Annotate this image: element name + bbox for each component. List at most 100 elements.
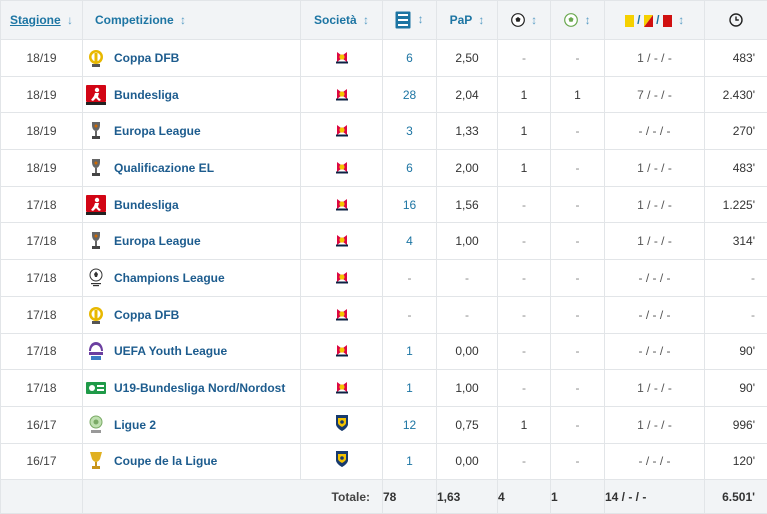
rb-leipzig-icon[interactable] <box>334 86 350 102</box>
season-cell: 16/17 <box>1 406 83 443</box>
club-cell <box>301 260 383 297</box>
sort-icon: ↕ <box>585 13 591 27</box>
club-cell <box>301 40 383 77</box>
competition-cell: Bundesliga <box>83 76 301 113</box>
europa-league-icon[interactable] <box>86 121 106 141</box>
competition-link[interactable]: Europa League <box>114 124 201 138</box>
appearances-cell[interactable]: 12 <box>383 406 437 443</box>
header-cards[interactable]: / / ↕ <box>605 1 705 40</box>
competition-link[interactable]: Coppa DFB <box>114 51 179 65</box>
rb-leipzig-icon[interactable] <box>334 122 350 138</box>
champions-league-icon[interactable] <box>86 268 106 288</box>
competition-link[interactable]: Bundesliga <box>114 88 179 102</box>
cards-cell: - / - / - <box>605 113 705 150</box>
rb-leipzig-icon[interactable] <box>334 232 350 248</box>
goals-cell: 1 <box>498 406 551 443</box>
totals-goals: 4 <box>498 480 551 514</box>
season-cell: 18/19 <box>1 76 83 113</box>
sochaux-icon[interactable] <box>334 415 350 431</box>
competition-link[interactable]: U19-Bundesliga Nord/Nordost <box>114 381 285 395</box>
header-assists[interactable]: ↕ <box>551 1 605 40</box>
minutes-cell: 483' <box>705 150 767 187</box>
assists-cell: - <box>551 406 605 443</box>
appearances-cell[interactable]: 1 <box>383 370 437 407</box>
totals-minutes: 6.501' <box>705 480 767 514</box>
appearances-cell[interactable]: 28 <box>383 76 437 113</box>
competition-link[interactable]: Coupe de la Ligue <box>114 454 217 468</box>
competition-cell: UEFA Youth League <box>83 333 301 370</box>
appearances-cell[interactable]: 1 <box>383 443 437 480</box>
header-goals[interactable]: ↕ <box>498 1 551 40</box>
rb-leipzig-icon[interactable] <box>334 306 350 322</box>
competition-cell: U19-Bundesliga Nord/Nordost <box>83 370 301 407</box>
club-cell <box>301 186 383 223</box>
assists-cell: - <box>551 296 605 333</box>
europa-league-icon[interactable] <box>86 158 106 178</box>
competition-link[interactable]: Qualificazione EL <box>114 161 214 175</box>
competition-link[interactable]: Europa League <box>114 234 201 248</box>
assists-cell: - <box>551 370 605 407</box>
appearances-cell: - <box>383 296 437 333</box>
rb-leipzig-icon[interactable] <box>334 269 350 285</box>
ppg-cell: 0,00 <box>437 443 498 480</box>
minutes-cell: 120' <box>705 443 767 480</box>
ppg-cell: 1,00 <box>437 223 498 260</box>
rb-leipzig-icon[interactable] <box>334 379 350 395</box>
cards-cell: 1 / - / - <box>605 370 705 407</box>
header-club[interactable]: Società ↕ <box>301 1 383 40</box>
cards-cell: - / - / - <box>605 296 705 333</box>
totals-row: Totale: 78 1,63 4 1 14 / - / - 6.501' <box>1 480 767 514</box>
header-ppg[interactable]: PaP ↕ <box>437 1 498 40</box>
header-minutes[interactable] <box>705 1 767 40</box>
bundesliga-icon[interactable] <box>86 85 106 105</box>
appearances-cell[interactable]: 1 <box>383 333 437 370</box>
goals-cell: - <box>498 443 551 480</box>
appearances-cell[interactable]: 6 <box>383 150 437 187</box>
club-cell <box>301 296 383 333</box>
assist-ball-icon <box>564 13 578 27</box>
competition-link[interactable]: Bundesliga <box>114 198 179 212</box>
header-season-label: Stagione <box>10 13 61 27</box>
minutes-cell: 270' <box>705 113 767 150</box>
competition-link[interactable]: Ligue 2 <box>114 418 156 432</box>
assists-cell: - <box>551 260 605 297</box>
rb-leipzig-icon[interactable] <box>334 342 350 358</box>
rb-leipzig-icon[interactable] <box>334 159 350 175</box>
club-cell <box>301 76 383 113</box>
totals-assists: 1 <box>551 480 605 514</box>
competition-link[interactable]: UEFA Youth League <box>114 344 227 358</box>
coupe-de-la-ligue-icon[interactable] <box>86 451 106 471</box>
europa-league-icon[interactable] <box>86 231 106 251</box>
header-season[interactable]: Stagione ↓ <box>1 1 83 40</box>
youth-league-icon[interactable] <box>86 341 106 361</box>
appearances-cell[interactable]: 16 <box>383 186 437 223</box>
sort-icon: ↕ <box>531 13 537 27</box>
header-competition[interactable]: Competizione ↕ <box>83 1 301 40</box>
u19-bundesliga-icon[interactable] <box>86 378 106 398</box>
club-cell <box>301 443 383 480</box>
appearances-cell[interactable]: 3 <box>383 113 437 150</box>
dfb-pokal-icon[interactable] <box>86 48 106 68</box>
goals-cell: - <box>498 40 551 77</box>
sochaux-icon[interactable] <box>334 451 350 467</box>
club-cell <box>301 223 383 260</box>
rb-leipzig-icon[interactable] <box>334 49 350 65</box>
dfb-pokal-icon[interactable] <box>86 305 106 325</box>
competition-link[interactable]: Coppa DFB <box>114 308 179 322</box>
header-appearances[interactable]: ↕ <box>383 1 437 40</box>
appearances-cell[interactable]: 4 <box>383 223 437 260</box>
competition-link[interactable]: Champions League <box>114 271 225 285</box>
rb-leipzig-icon[interactable] <box>334 196 350 212</box>
season-cell: 17/18 <box>1 370 83 407</box>
club-cell <box>301 113 383 150</box>
ppg-cell: - <box>437 260 498 297</box>
bundesliga-icon[interactable] <box>86 195 106 215</box>
minutes-cell: 483' <box>705 40 767 77</box>
totals-ppg: 1,63 <box>437 480 498 514</box>
ppg-cell: 0,00 <box>437 333 498 370</box>
appearances-cell[interactable]: 6 <box>383 40 437 77</box>
ligue2-icon[interactable] <box>86 415 106 435</box>
